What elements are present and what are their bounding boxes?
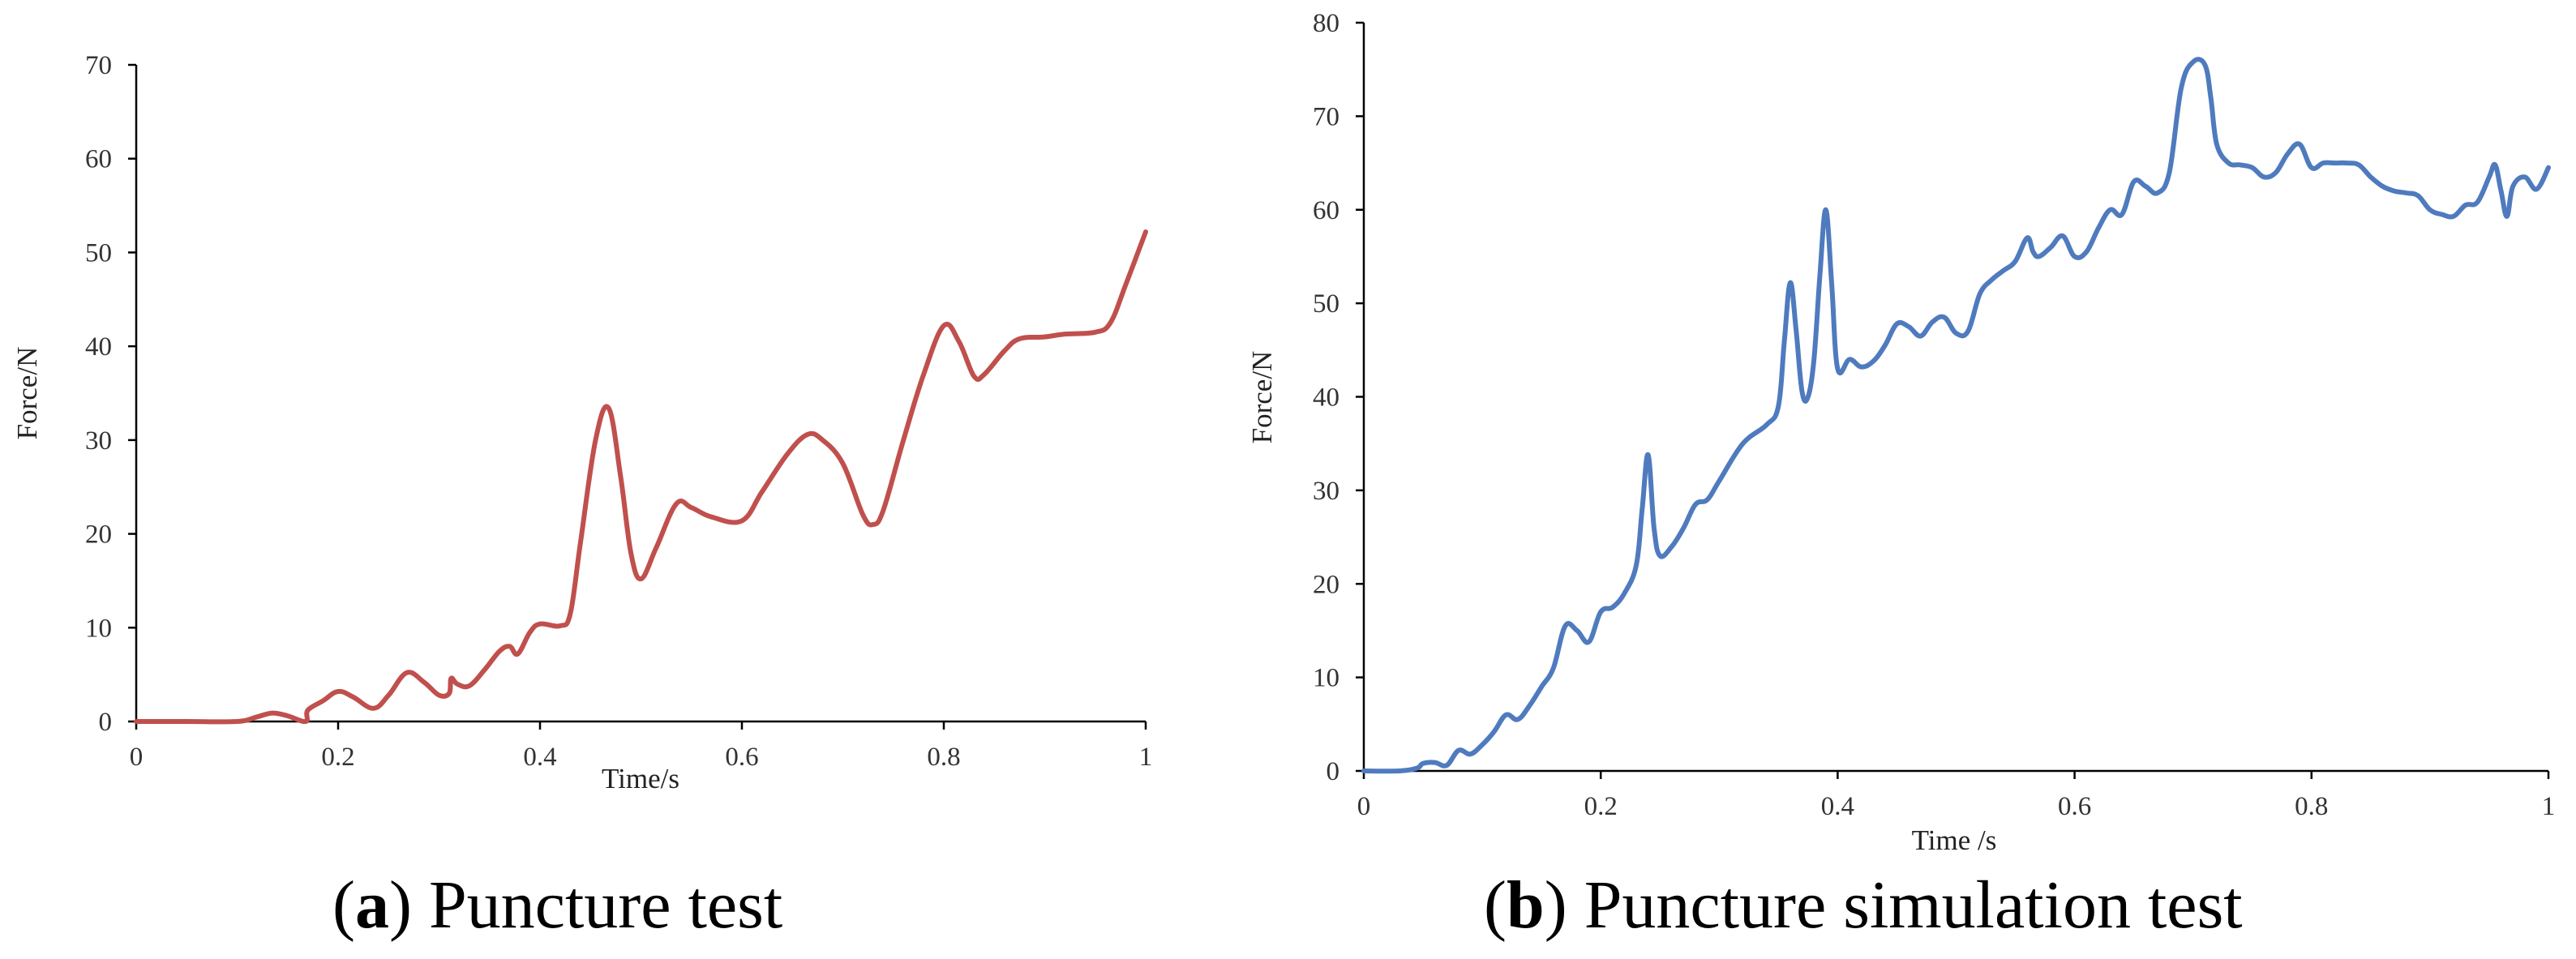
- chart-a-x-tick-label: 0.4: [523, 743, 556, 772]
- chart-b-series-line: [1361, 57, 2551, 774]
- chart-b-x-tick-label: 0.4: [1821, 792, 1854, 821]
- chart-b-y-tick-label: 60: [1313, 196, 1339, 225]
- chart-b-y-tick-label: 70: [1313, 102, 1339, 131]
- chart-b-y-tick-label: 50: [1313, 289, 1339, 319]
- chart-a-y-tick-label: 60: [85, 145, 112, 174]
- chart-b-x-tick-label: 0.8: [2295, 792, 2328, 821]
- chart-a-y-tick-label: 70: [85, 51, 112, 80]
- caption-a: (a) Puncture test: [332, 871, 782, 940]
- chart-a-x-tick-label: 0.8: [927, 743, 960, 772]
- chart-a-x-tick-label: 0: [130, 743, 144, 772]
- chart-a-y-tick-label: 40: [85, 332, 112, 362]
- caption-a-close: ): [388, 867, 412, 943]
- chart-a-x-tick-label: 1: [1139, 743, 1153, 772]
- chart-b-y-tick-label: 10: [1313, 664, 1339, 693]
- chart-a-y-axis-title: Force/N: [11, 347, 43, 440]
- chart-b-y-axis-title: Force/N: [1246, 351, 1278, 444]
- chart-b-y-tick-label: 0: [1327, 757, 1340, 786]
- chart-a-x-axis-title: Time/s: [602, 763, 679, 794]
- caption-a-text: Puncture test: [411, 867, 783, 943]
- chart-a-puncture-test: 0 0.2 0.4 0.6 0.8 1010203040506070Time/sForce…: [11, 51, 1152, 794]
- chart-a-y-tick-label: 20: [85, 520, 112, 550]
- caption-b-open: (: [1484, 867, 1507, 943]
- chart-a-y-tick-label: 30: [85, 426, 112, 456]
- chart-b-x-axis-title: Time /s: [1912, 824, 1997, 856]
- chart-b-x-tick-label: 1: [2542, 792, 2556, 821]
- caption-b-close: ): [1544, 867, 1567, 943]
- caption-b: (b) Puncture simulation test: [1484, 871, 2243, 940]
- chart-a-series-line: [134, 229, 1148, 725]
- chart-b-x-tick-label: 0.2: [1584, 792, 1618, 821]
- chart-b-y-tick-label: 20: [1313, 570, 1339, 599]
- chart-b-y-tick-label: 30: [1313, 477, 1339, 506]
- chart-b-x-tick-label: 0.6: [2058, 792, 2091, 821]
- caption-b-text: Puncture simulation test: [1567, 867, 2243, 943]
- chart-a-y-tick-label: 10: [85, 614, 112, 643]
- chart-b-y-tick-label: 40: [1313, 383, 1339, 413]
- caption-b-letter: b: [1506, 867, 1545, 943]
- chart-b-x-tick-label: 0: [1357, 792, 1371, 821]
- chart-b-y-tick-label: 80: [1313, 9, 1339, 38]
- chart-a-y-tick-label: 50: [85, 238, 112, 268]
- chart-a-x-tick-label: 0.6: [725, 743, 758, 772]
- chart-a-x-tick-label: 0.2: [321, 743, 354, 772]
- caption-a-open: (: [332, 867, 355, 943]
- chart-a-y-tick-label: 0: [99, 708, 113, 737]
- caption-a-letter: a: [354, 867, 389, 943]
